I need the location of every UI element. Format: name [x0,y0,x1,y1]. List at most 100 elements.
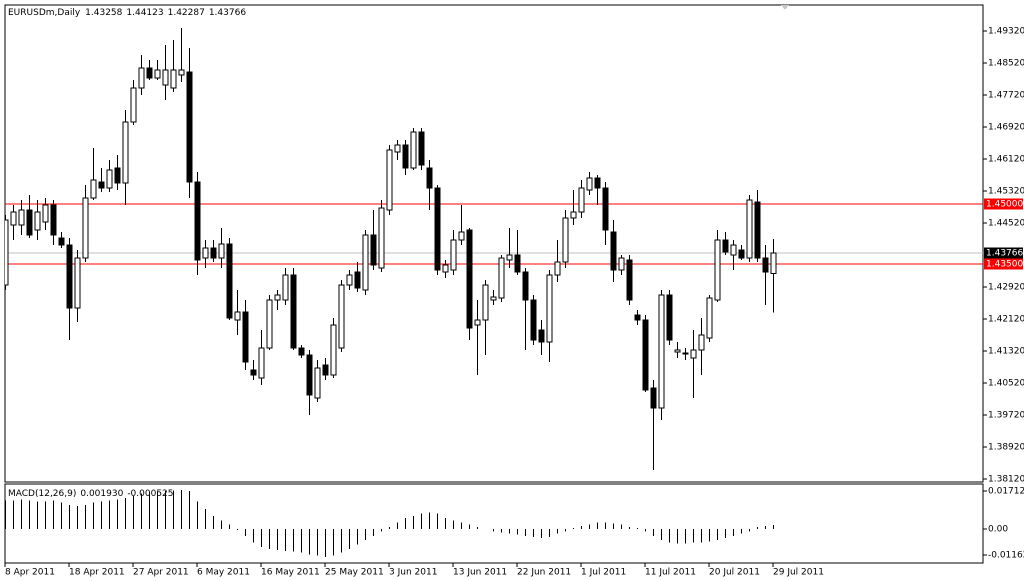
candle-body [178,69,185,76]
candle-body [682,352,689,355]
candle-body [66,244,73,309]
candle-body [402,144,409,169]
candle-body [770,252,777,274]
candle-body [642,319,649,391]
macd-header: MACD(12,26,9) 0.001930 -0.000525 [8,489,174,499]
candle-body [106,169,113,189]
candle-body [218,243,225,259]
candle-body [410,131,417,169]
x-tick-label: 22 Jun 2011 [517,568,571,578]
candle-body [50,204,57,236]
y-tick-label: 1.40520 [988,379,1024,389]
x-tick-label: 20 Jul 2011 [709,568,760,578]
y-tick-label: -0.01162 [988,550,1024,560]
symbol-title: EURUSDm,Daily [8,8,81,18]
header-high: 1.44123 [126,8,163,18]
candle-body [146,67,153,79]
candle-body [722,239,729,253]
y-tick-label: 1.41320 [988,347,1024,357]
candle-body [234,311,241,321]
macd-plot [5,490,775,557]
candle-body [490,296,497,301]
candle-body [26,209,33,236]
candle-body [322,364,329,376]
candle-body [194,181,201,261]
candle-body [610,231,617,271]
y-tick-label: 0.017127 [988,487,1024,497]
candle-body [554,261,561,276]
macd-signal-value: -0.000525 [127,489,173,499]
candle-body [626,259,633,301]
candle-body [90,179,97,199]
candle-body [306,354,313,396]
candle-body [586,177,593,191]
header-close: 1.43766 [209,8,246,18]
candle-body [386,149,393,211]
candle-body [706,297,713,339]
candle-body [250,369,257,376]
candle-body [530,299,537,341]
level-label: 1.45000 [986,199,1023,209]
header-open: 1.43258 [85,8,122,18]
y-tick-label: 1.48520 [988,59,1024,69]
candle-body [714,239,721,301]
candle-body [122,121,129,184]
current-price-label: 1.43766 [986,249,1023,259]
candle-body [130,87,137,123]
x-tick-label: 16 May 2011 [261,568,320,578]
shift-marker [781,5,789,10]
candle-body [170,69,177,89]
candle-body [498,257,505,299]
x-tick-label: 25 May 2011 [325,568,384,578]
candle-body [426,167,433,189]
candle-body [266,299,273,349]
candle-body [290,274,297,349]
y-tick-label: 1.42120 [988,315,1024,325]
x-tick-label: 3 Jun 2011 [389,568,437,578]
candle-body [690,349,697,359]
chart-header: EURUSDm,Daily 1.43258 1.44123 1.42287 1.4376… [8,8,246,18]
candle-body [754,201,761,259]
candle-body [186,71,193,183]
candle-body [594,177,601,189]
candle-body [58,237,65,246]
candle-body [338,284,345,349]
candle-body [298,347,305,356]
candle-body [74,257,81,309]
y-tick-label: 1.45320 [988,187,1024,197]
macd-main-value: 0.001930 [80,489,123,499]
candle-body [730,244,737,256]
x-tick-label: 11 Jul 2011 [645,568,696,578]
candle-body [698,334,705,351]
candle-body [450,239,457,271]
candle-body [34,211,41,231]
candle-body [258,347,265,379]
candle-body [634,314,641,321]
candle-body [650,387,657,409]
candle-body [522,271,529,301]
x-tick-label: 6 May 2011 [197,568,250,578]
candle-body [10,211,17,226]
candle-body [578,187,585,213]
x-tick-label: 1 Jul 2011 [581,568,626,578]
x-tick-label: 27 Apr 2011 [133,568,189,578]
candle-body [762,257,769,273]
candle-body [202,247,209,259]
candle-body [370,234,377,266]
x-tick-label: 13 Jun 2011 [453,568,507,578]
candle-body [674,349,681,353]
y-tick-label: 0.00 [988,525,1008,535]
candle-body [154,69,161,79]
candle-body [330,324,337,376]
candle-body [474,319,481,326]
candle-body [602,187,609,231]
candle-body [42,204,49,223]
candle-body [226,243,233,319]
current-price-box [984,247,1023,259]
x-tick-label: 8 Apr 2011 [5,568,55,578]
candle-body [394,144,401,153]
candle-body [738,249,745,259]
header-low: 1.42287 [168,8,205,18]
